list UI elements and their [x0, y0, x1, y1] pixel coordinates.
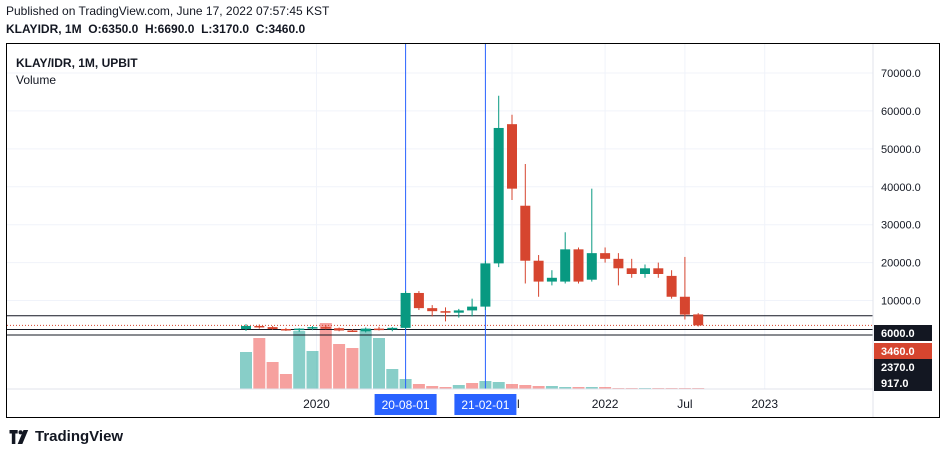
- ohlc-low: L:3170.0: [201, 22, 250, 36]
- chart-canvas[interactable]: 10000.0 20000.0 30000.0 40000.0 50000.0 60000…: [7, 44, 940, 418]
- volume-bar: [572, 387, 585, 389]
- volume-bar: [452, 385, 465, 389]
- ohlc-line: KLAYIDR, 1M O:6350.0 H:6690.0 L:3170.0 C…: [6, 22, 305, 36]
- volume-bar: [559, 387, 572, 389]
- candle-body: [254, 325, 265, 328]
- volume-bar: [319, 323, 332, 389]
- tradingview-logo-icon: [9, 429, 29, 444]
- candle-body: [467, 306, 478, 311]
- price-label-box: [874, 359, 932, 375]
- candle-body: [640, 268, 650, 274]
- volume-bar: [506, 384, 518, 389]
- price-label: 2370.0: [881, 362, 915, 374]
- chart-legend: KLAY/IDR, 1M, UPBIT Volume: [16, 55, 138, 89]
- candle-body: [586, 253, 597, 280]
- price-label-box: [874, 343, 932, 359]
- price-label: 917.0: [881, 378, 909, 390]
- candle-body: [427, 308, 438, 312]
- ohlc-open: O:6350.0: [88, 22, 139, 36]
- published-line: Published on TradingView.com, June 17, 2…: [6, 4, 330, 18]
- marker-label-box: [454, 394, 517, 415]
- volume-bar: [240, 352, 252, 389]
- volume-bar: [545, 386, 558, 389]
- y-tick-label: 70000.0: [881, 68, 921, 80]
- volume-bar: [519, 385, 532, 389]
- volume-bar: [439, 387, 452, 389]
- volume-bar: [412, 384, 425, 389]
- chart-panel[interactable]: 10000.0 20000.0 30000.0 40000.0 50000.0 60000…: [6, 43, 940, 418]
- volume-bar: [359, 330, 372, 389]
- price-label: 3460.0: [881, 346, 915, 358]
- candle-body: [440, 311, 451, 313]
- candle-body: [241, 325, 251, 329]
- candle-body: [413, 292, 424, 309]
- volume-bar: [466, 383, 479, 389]
- candle-body: [546, 277, 557, 282]
- volume-bar: [293, 331, 306, 389]
- marker-label: 21-02-01: [461, 398, 509, 412]
- y-tick-label: 40000.0: [881, 182, 921, 194]
- volume-bar: [333, 344, 346, 389]
- volume-bar: [426, 386, 439, 389]
- candle-body: [560, 249, 571, 282]
- y-tick-label: 50000.0: [881, 144, 921, 156]
- candle-body: [666, 275, 677, 297]
- volume-bar: [373, 338, 385, 389]
- candle-body: [520, 205, 531, 261]
- volume-bar: [585, 387, 598, 389]
- candle-body: [653, 268, 664, 274]
- x-tick-label: 2023: [751, 397, 778, 411]
- candle-body: [400, 292, 411, 328]
- candle-body: [600, 253, 611, 259]
- candle-body: [613, 258, 624, 269]
- ohlc-close: C:3460.0: [255, 22, 306, 36]
- volume-bar: [532, 386, 545, 389]
- tradingview-logo: TradingView: [9, 428, 123, 445]
- price-label-box: [874, 375, 932, 391]
- candle-body: [387, 327, 398, 330]
- candle-body: [679, 296, 690, 315]
- legend-volume[interactable]: Volume: [16, 73, 57, 87]
- candle-body: [280, 329, 291, 331]
- price-label-box: [874, 325, 932, 341]
- candle-body: [307, 327, 318, 329]
- volume-bar: [279, 374, 292, 389]
- price-label: 6000.0: [881, 328, 915, 340]
- candle-body: [320, 327, 331, 329]
- volume-bar: [492, 382, 505, 389]
- candle-body: [334, 328, 345, 331]
- candle-body: [360, 328, 371, 332]
- volume-bar: [599, 387, 612, 389]
- candle-body: [480, 263, 491, 307]
- x-tick-label: Jul: [677, 397, 692, 411]
- y-tick-label: 60000.0: [881, 106, 921, 118]
- candle-body: [347, 330, 358, 333]
- candle-body: [626, 268, 637, 274]
- volume-bar: [253, 338, 266, 389]
- volume-bar: [386, 369, 399, 389]
- candle-body: [294, 328, 305, 331]
- y-tick-label: 10000.0: [881, 296, 921, 308]
- candle-body: [267, 327, 278, 329]
- candle-body: [507, 124, 517, 189]
- candle-body: [533, 260, 544, 282]
- x-tick-label: 2020: [303, 397, 330, 411]
- candle-body: [693, 314, 704, 326]
- symbol-interval: KLAYIDR, 1M: [6, 22, 82, 36]
- marker-label: 20-08-01: [382, 398, 430, 412]
- y-tick-label: 30000.0: [881, 220, 921, 232]
- brand-name: TradingView: [35, 428, 124, 445]
- volume-bar: [346, 348, 359, 389]
- candle-body: [493, 127, 504, 264]
- x-tick-label: 2022: [592, 397, 619, 411]
- volume-bar: [266, 362, 279, 389]
- candle-body: [573, 249, 584, 282]
- candle-body: [453, 310, 464, 313]
- ohlc-high: H:6690.0: [145, 22, 195, 36]
- candle-body: [374, 328, 384, 331]
- marker-label-box: [374, 394, 437, 415]
- legend-symbol[interactable]: KLAY/IDR, 1M, UPBIT: [16, 56, 138, 70]
- volume-bar: [306, 351, 319, 389]
- y-tick-label: 20000.0: [881, 258, 921, 270]
